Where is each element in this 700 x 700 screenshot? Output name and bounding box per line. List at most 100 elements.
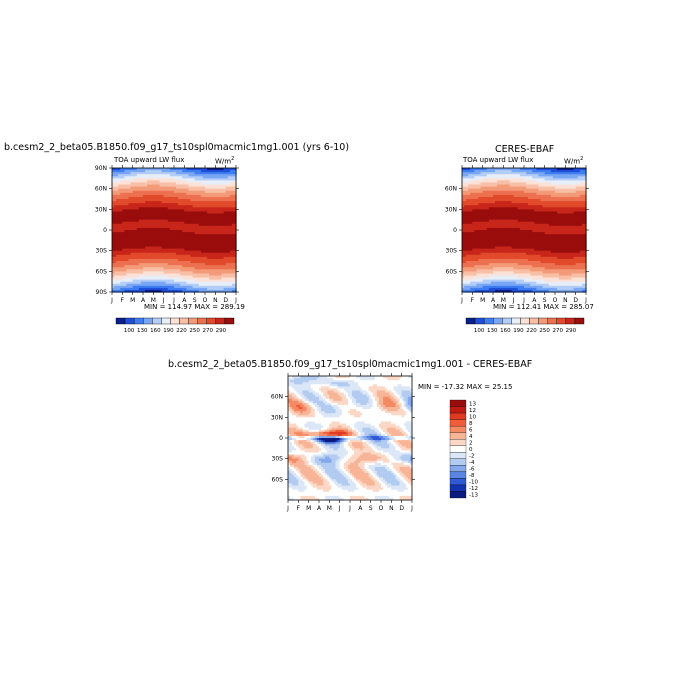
heat-cell [205,215,208,219]
heat-cell [196,277,200,281]
heat-cell [169,227,173,231]
heat-cell [211,289,214,293]
heat-cell [464,196,467,200]
heat-cell [140,279,144,283]
heat-cell [474,248,478,252]
heat-cell [211,176,214,179]
heat-cell [136,252,140,256]
heat-cell [505,236,509,239]
heat-cell [140,209,144,212]
heat-cell [180,256,183,260]
heat-cell [155,236,159,239]
heat-cell [140,244,144,248]
heat-cell [213,199,216,202]
heat-cell [161,258,165,262]
heat-cell [194,287,198,291]
heat-cell [132,281,136,285]
heat-cell [186,287,190,291]
heat-cell [147,273,150,277]
heat-cell [227,188,231,192]
heat-cell [233,240,237,243]
heat-cell [466,281,469,285]
heat-cell [464,267,467,270]
heat-cell [151,215,154,219]
heat-cell [233,234,237,237]
heat-cell [122,281,125,285]
heat-cell [505,240,509,243]
heat-cell [159,230,163,233]
heat-cell [217,244,221,248]
heat-cell [126,174,130,177]
heat-cell [128,244,132,248]
heat-cell [480,281,484,285]
heat-cell [464,215,467,219]
heat-cell [182,287,185,291]
heat-cell [180,258,183,262]
heat-cell [207,263,210,266]
panel1-ytick-label: 90N [95,165,107,172]
heat-cell [118,289,121,293]
heat-cell [474,178,478,181]
heat-cell [165,230,169,233]
heat-cell [200,244,204,248]
heat-cell [159,168,163,171]
heat-cell [198,242,202,246]
heat-cell [490,211,494,215]
heat-cell [184,230,187,233]
heat-cell [165,182,169,186]
heat-cell [145,283,148,287]
heat-cell [217,188,221,192]
heat-cell [233,201,237,204]
heat-cell [130,281,134,285]
heat-cell [482,190,486,194]
heat-cell [171,277,175,281]
heat-cell [138,192,142,196]
heat-cell [149,215,152,219]
heat-cell [130,203,134,206]
heat-cell [198,248,202,252]
heat-cell [233,248,237,252]
heat-cell [192,184,196,188]
heat-cell [503,182,506,186]
heat-cell [143,246,146,250]
heat-cell [200,240,204,243]
heat-cell [211,287,214,291]
heat-cell [157,209,161,212]
heat-cell [118,213,121,217]
heat-cell [497,174,500,177]
heat-cell [464,256,467,260]
heat-cell [493,205,496,208]
heat-cell [488,170,492,173]
heat-cell [136,227,140,231]
heat-cell [209,186,212,190]
heat-cell [462,252,465,256]
heat-cell [474,215,478,219]
heat-cell [464,273,467,277]
heat-cell [174,252,177,256]
heat-cell [118,223,121,227]
heat-cell [157,232,161,235]
heat-cell [151,184,154,188]
heat-cell [499,196,502,200]
heat-cell [126,205,130,208]
heat-cell [472,242,475,246]
heat-cell [468,289,471,293]
heat-cell [223,194,227,198]
heat-cell [184,199,187,202]
heat-cell [190,267,194,270]
heat-cell [229,190,233,194]
heat-cell [124,248,128,252]
heat-cell [145,170,148,173]
heat-cell [505,184,509,188]
heat-cell [472,250,475,254]
heat-cell [213,217,216,221]
heat-cell [490,273,494,277]
heat-cell [124,275,128,279]
heat-cell [211,223,214,227]
heat-cell [215,281,218,285]
heat-cell [486,248,490,252]
heat-cell [126,269,130,272]
heat-cell [221,168,225,171]
heat-cell [190,281,194,285]
heat-cell [130,236,134,239]
